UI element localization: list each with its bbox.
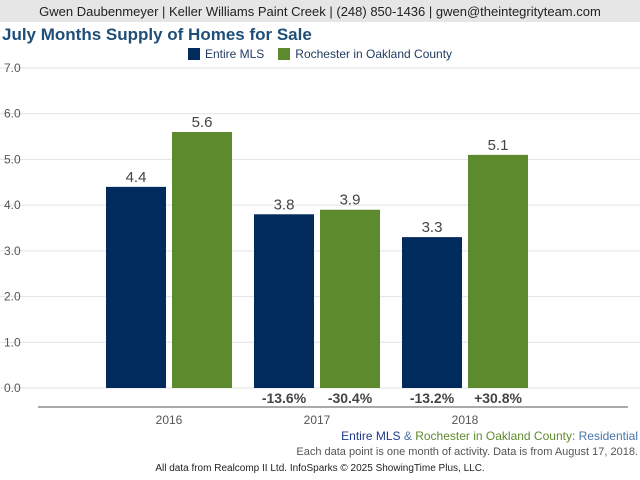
caption-series1: Entire MLS [341, 429, 401, 443]
value-label: 3.8 [274, 196, 295, 213]
value-label: 3.9 [340, 192, 361, 209]
x-tick-label: 2018 [452, 413, 479, 427]
caption-note: Each data point is one month of activity… [296, 446, 638, 458]
legend-swatch-entire-mls [187, 48, 200, 60]
y-tick-label: 2.0 [4, 290, 21, 304]
caption-series: Entire MLS & Rochester in Oakland County… [341, 429, 638, 443]
legend-label-entire-mls: Entire MLS [204, 47, 265, 61]
chart-legend: Entire MLS Rochester in Oakland County [0, 46, 640, 62]
bar-entire-mls-2017 [254, 214, 314, 388]
bar-entire-mls-2018 [402, 237, 462, 388]
contact-text: Gwen Daubenmeyer | Keller Williams Paint… [39, 3, 601, 19]
caption-colon: : [571, 429, 579, 443]
change-label: +30.8% [474, 390, 522, 406]
legend-item-rochester[interactable]: Rochester in Oakland County [278, 47, 452, 61]
bar-entire-mls-2016 [106, 186, 166, 388]
y-tick-label: 7.0 [4, 61, 21, 75]
change-label: -30.4% [328, 390, 373, 406]
value-label: 5.1 [488, 137, 509, 154]
caption-series2: Rochester in Oakland County [415, 429, 572, 443]
value-label: 3.3 [422, 219, 443, 236]
legend-item-entire-mls[interactable]: Entire MLS [187, 47, 265, 61]
bar-rochester-2017 [320, 209, 380, 388]
x-tick-label: 2016 [156, 413, 183, 427]
bar-rochester-2016 [172, 132, 232, 388]
value-label: 4.4 [126, 169, 147, 186]
caption-amp: & [400, 429, 416, 443]
y-tick-label: 1.0 [4, 335, 21, 349]
footer-credit: All data from Realcomp II Ltd. InfoSpark… [155, 463, 485, 474]
value-label: 5.6 [192, 114, 213, 131]
caption-type: Residential [578, 429, 638, 443]
legend-label-rochester: Rochester in Oakland County [295, 47, 453, 61]
bar-rochester-2018 [468, 154, 528, 388]
legend-swatch-rochester [278, 48, 291, 60]
y-tick-label: 4.0 [4, 198, 21, 212]
y-tick-label: 5.0 [4, 152, 21, 166]
contact-header: Gwen Daubenmeyer | Keller Williams Paint… [0, 0, 640, 22]
x-tick-label: 2017 [304, 413, 331, 427]
y-tick-label: 6.0 [4, 107, 21, 121]
y-tick-label: 3.0 [4, 244, 21, 258]
change-label: -13.2% [410, 390, 455, 406]
change-label: -13.6% [262, 390, 307, 406]
y-tick-label: 0.0 [4, 381, 21, 395]
chart-title: July Months Supply of Homes for Sale [2, 25, 312, 44]
